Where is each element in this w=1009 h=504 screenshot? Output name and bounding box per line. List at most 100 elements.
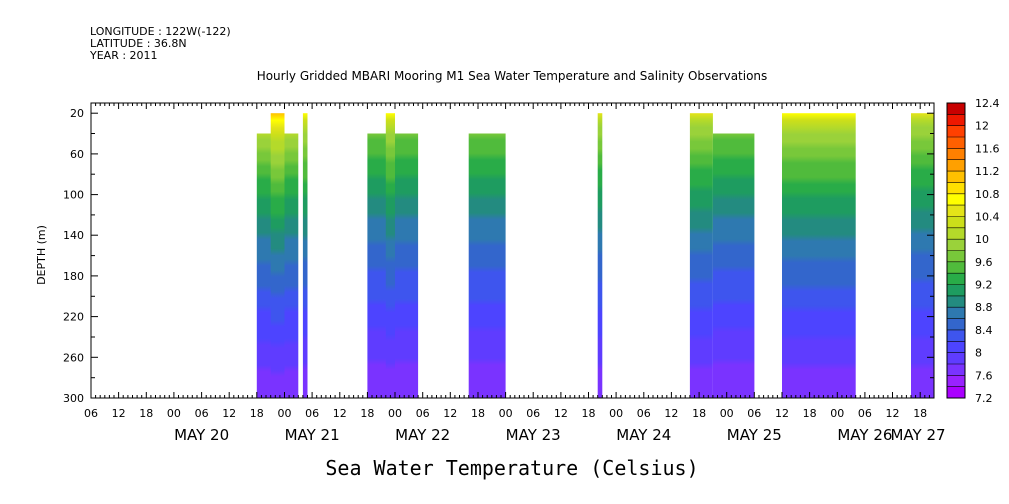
x-hour-tick-label: 06 (526, 407, 540, 420)
colorbar-swatch (947, 125, 965, 138)
x-hour-tick-label: 00 (167, 407, 181, 420)
colorbar-tick-label: 8.4 (975, 324, 993, 337)
colorbar-tick-label: 9.2 (975, 279, 993, 292)
colorbar-tick-label: 8 (975, 347, 982, 360)
colorbar-swatch (947, 273, 965, 285)
y-tick-label: 220 (63, 311, 84, 324)
x-hour-tick-label: 18 (250, 407, 264, 420)
colorbar-swatch (947, 375, 965, 387)
colorbar-tick-label: 10.8 (975, 188, 1000, 201)
x-hour-tick-label: 00 (388, 407, 402, 420)
data-segment (385, 113, 395, 398)
colorbar-tick-label: 10.4 (975, 211, 1000, 224)
y-tick-label: 180 (63, 270, 84, 283)
x-hour-tick-label: 12 (112, 407, 126, 420)
colorbar-swatch (947, 295, 965, 308)
data-segment (712, 133, 755, 398)
longitude-label: LONGITUDE : 122W(-122) (90, 25, 231, 38)
x-day-label: MAY 22 (395, 426, 450, 444)
x-axis-label: Sea Water Temperature (Celsius) (325, 456, 698, 480)
colorbar-swatch (947, 159, 965, 172)
y-tick-label: 140 (63, 229, 84, 242)
data-layer (256, 113, 934, 398)
colorbar-swatch (947, 352, 965, 365)
data-segment (270, 113, 285, 398)
colorbar-swatch (947, 171, 965, 183)
colorbar-tick-label: 10 (975, 233, 989, 246)
year-label: YEAR : 2011 (89, 49, 158, 62)
colorbar-tick-label: 12.4 (975, 97, 1000, 110)
x-hour-tick-label: 18 (692, 407, 706, 420)
data-segment (689, 113, 713, 398)
colorbar-swatch (947, 261, 965, 274)
y-tick-label: 300 (63, 392, 84, 405)
colorbar-tick-label: 11.6 (975, 142, 1000, 155)
colorbar-swatch (947, 363, 965, 376)
y-tick-label: 260 (63, 351, 84, 364)
data-segment (302, 113, 308, 398)
colorbar-swatch (947, 137, 965, 149)
x-hour-tick-label: 06 (84, 407, 98, 420)
data-segment (468, 133, 506, 398)
x-day-label: MAY 27 (890, 426, 945, 444)
colorbar-tick-label: 11.2 (975, 165, 1000, 178)
colorbar-swatch (947, 182, 965, 195)
x-hour-tick-label: 00 (278, 407, 292, 420)
data-segment (597, 113, 603, 398)
x-hour-tick-label: 12 (886, 407, 900, 420)
x-hour-tick-label: 06 (747, 407, 761, 420)
colorbar-swatch (947, 318, 965, 331)
x-day-label: MAY 23 (506, 426, 561, 444)
x-hour-tick-label: 12 (664, 407, 678, 420)
colorbar-swatch (947, 148, 965, 161)
colorbar-swatch (947, 193, 965, 206)
x-hour-tick-label: 00 (830, 407, 844, 420)
x-hour-tick-label: 12 (554, 407, 568, 420)
x-hour-tick-label: 06 (195, 407, 209, 420)
y-tick-label: 60 (70, 148, 84, 161)
x-day-label: MAY 25 (727, 426, 782, 444)
x-hour-tick-label: 06 (637, 407, 651, 420)
x-hour-tick-label: 12 (443, 407, 457, 420)
y-tick-label: 100 (63, 189, 84, 202)
x-hour-tick-label: 18 (803, 407, 817, 420)
x-hour-tick-label: 18 (471, 407, 485, 420)
data-segment (782, 113, 856, 398)
x-hour-tick-label: 00 (609, 407, 623, 420)
x-day-label: MAY 26 (837, 426, 892, 444)
data-segment (911, 113, 934, 398)
y-tick-label: 20 (70, 107, 84, 120)
x-hour-tick-label: 18 (139, 407, 153, 420)
colorbar-frame (946, 102, 966, 399)
colorbar-swatch (947, 103, 965, 115)
colorbar-tick-label: 12 (975, 120, 989, 133)
colorbar-swatch (947, 239, 965, 251)
colorbar-tick-label: 8.8 (975, 301, 993, 314)
colorbar-swatch (947, 341, 965, 353)
colorbar-tick-label: 9.6 (975, 256, 993, 269)
plot-frame (90, 102, 935, 399)
x-hour-tick-label: 18 (582, 407, 596, 420)
colorbar-swatch (947, 307, 965, 319)
colorbar-swatch (947, 216, 965, 229)
colorbar-swatch (947, 329, 965, 342)
colorbar-swatch (947, 205, 965, 217)
x-hour-tick-label: 06 (416, 407, 430, 420)
x-hour-tick-label: 18 (913, 407, 927, 420)
x-day-label: MAY 20 (174, 426, 229, 444)
x-day-label: MAY 24 (616, 426, 671, 444)
colorbar-tick-label: 7.2 (975, 392, 993, 405)
x-hour-tick-label: 12 (775, 407, 789, 420)
chart-title: Hourly Gridded MBARI Mooring M1 Sea Wate… (257, 69, 768, 83)
colorbar-swatch (947, 386, 965, 399)
y-axis-label: DEPTH (m) (35, 225, 48, 285)
x-hour-tick-label: 06 (858, 407, 872, 420)
colorbar-swatch (947, 114, 965, 126)
latitude-label: LATITUDE : 36.8N (90, 37, 187, 50)
x-hour-tick-label: 18 (360, 407, 374, 420)
axis-layer: 06 12 18 00 06 12 18 00 06 12 18 00 06 12 18 00 06 12 18 00… (63, 103, 946, 444)
colorbar-swatch (947, 227, 965, 240)
x-hour-tick-label: 12 (333, 407, 347, 420)
x-hour-tick-label: 06 (305, 407, 319, 420)
